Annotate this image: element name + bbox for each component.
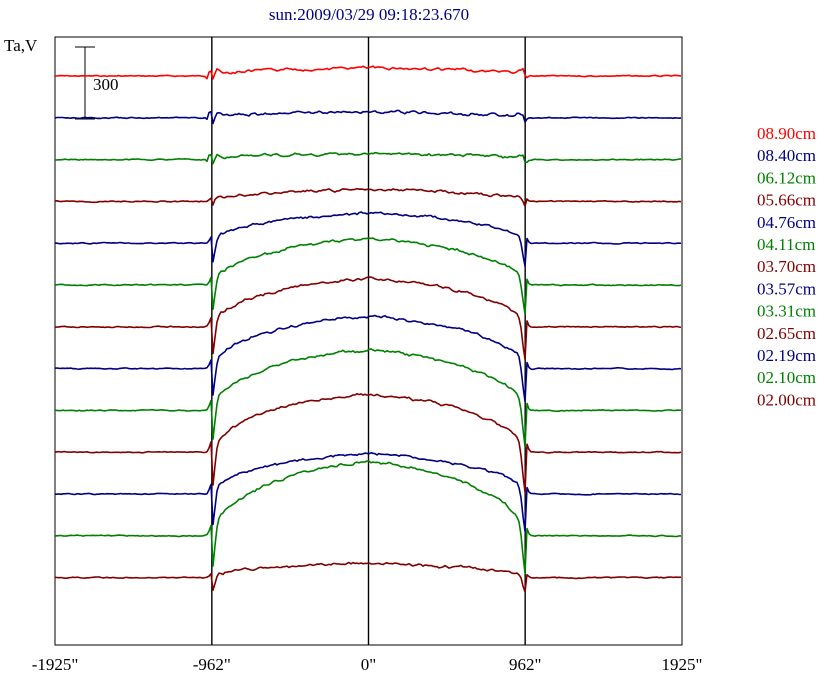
y-axis-label: Ta,V [4, 36, 38, 55]
x-tick-label-0: -1925" [32, 655, 79, 674]
chart-title: sun:2009/03/29 09:18:23.670 [269, 5, 469, 24]
x-tick-label-2: 0" [361, 655, 376, 674]
legend-entry-04.11cm: 04.11cm [757, 235, 815, 254]
series-line-02.65cm [54, 392, 682, 494]
series-line-05.66cm [54, 187, 682, 207]
x-tick-label-4: 1925" [662, 655, 703, 674]
legend-entry-03.31cm: 03.31cm [757, 302, 816, 321]
series-line-02.00cm [54, 561, 682, 593]
series-line-03.70cm [55, 276, 682, 361]
series-line-02.10cm [54, 460, 681, 575]
series-line-08.40cm [54, 109, 682, 125]
series-line-02.19cm [55, 451, 682, 533]
series-line-04.76cm [54, 211, 681, 267]
x-axis-ticks: -1925" -962" 0" 962" 1925" [32, 655, 703, 674]
series-line-08.90cm [55, 65, 682, 80]
legend-entry-02.10cm: 02.10cm [757, 368, 816, 387]
legend: 08.90cm 08.40cm 06.12cm 05.66cm 04.76cm 04.11… [757, 124, 816, 409]
legend-entry-08.90cm: 08.90cm [757, 124, 816, 143]
legend-entry-05.66cm: 05.66cm [757, 191, 816, 210]
legend-entry-06.12cm: 06.12cm [757, 168, 816, 187]
legend-entry-08.40cm: 08.40cm [757, 146, 816, 165]
legend-entry-04.76cm: 04.76cm [757, 213, 816, 232]
series-line-03.57cm [54, 314, 682, 403]
legend-entry-02.65cm: 02.65cm [757, 324, 816, 343]
series-line-03.31cm [54, 348, 681, 448]
scale-bar-label: 300 [93, 75, 119, 94]
scale-bar: 300 [75, 46, 119, 120]
x-tick-label-1: -962" [193, 655, 231, 674]
legend-entry-03.57cm: 03.57cm [757, 279, 816, 298]
x-tick-label-3: 962" [509, 655, 541, 674]
series-line-06.12cm [54, 151, 682, 165]
legend-entry-02.00cm: 02.00cm [757, 390, 816, 409]
reference-lines [211, 37, 526, 645]
series-line-04.11cm [54, 237, 682, 315]
series-lines [54, 65, 682, 593]
legend-entry-03.70cm: 03.70cm [757, 257, 816, 276]
legend-entry-02.19cm: 02.19cm [757, 346, 816, 365]
